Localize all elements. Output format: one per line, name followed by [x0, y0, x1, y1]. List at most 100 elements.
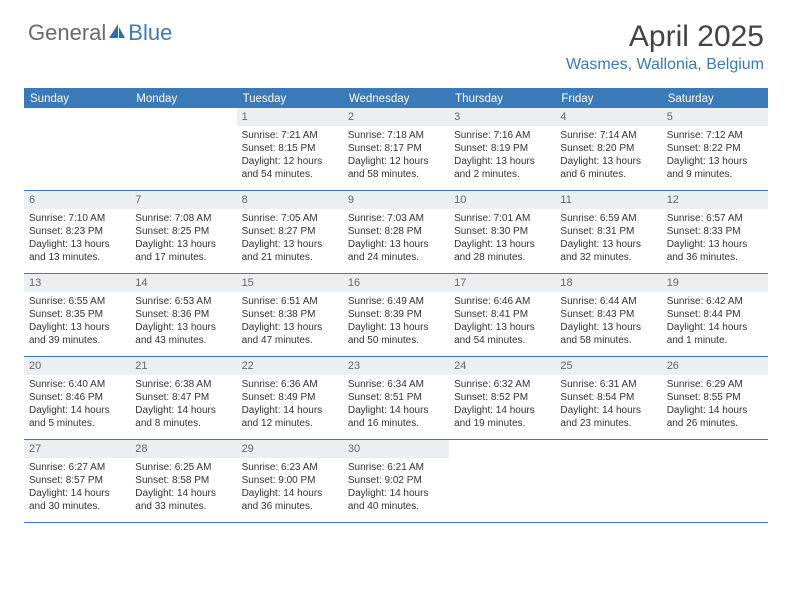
weekday-header: Wednesday [343, 90, 449, 108]
sunrise-line: Sunrise: 7:01 AM [454, 212, 550, 225]
day-body: Sunrise: 6:53 AMSunset: 8:36 PMDaylight:… [130, 292, 236, 351]
day-body: Sunrise: 6:21 AMSunset: 9:02 PMDaylight:… [343, 458, 449, 517]
sunset-line: Sunset: 8:31 PM [560, 225, 656, 238]
day-cell: 10Sunrise: 7:01 AMSunset: 8:30 PMDayligh… [449, 191, 555, 273]
sunset-line: Sunset: 9:02 PM [348, 474, 444, 487]
sunrise-line: Sunrise: 6:38 AM [135, 378, 231, 391]
logo-sail-icon [107, 20, 127, 46]
sunset-line: Sunset: 8:43 PM [560, 308, 656, 321]
daylight-line: Daylight: 13 hours and 47 minutes. [242, 321, 338, 347]
sunrise-line: Sunrise: 6:44 AM [560, 295, 656, 308]
title-block: April 2025 Wasmes, Wallonia, Belgium [566, 20, 764, 74]
day-number: 12 [662, 191, 768, 209]
day-body: Sunrise: 7:18 AMSunset: 8:17 PMDaylight:… [343, 126, 449, 185]
daylight-line: Daylight: 14 hours and 33 minutes. [135, 487, 231, 513]
day-cell: 1Sunrise: 7:21 AMSunset: 8:15 PMDaylight… [237, 108, 343, 190]
day-number: 23 [343, 357, 449, 375]
day-number: 24 [449, 357, 555, 375]
day-number: 27 [24, 440, 130, 458]
day-cell: 7Sunrise: 7:08 AMSunset: 8:25 PMDaylight… [130, 191, 236, 273]
sunrise-line: Sunrise: 7:18 AM [348, 129, 444, 142]
day-cell: 13Sunrise: 6:55 AMSunset: 8:35 PMDayligh… [24, 274, 130, 356]
day-number: 19 [662, 274, 768, 292]
day-cell-empty [24, 108, 130, 190]
weekday-header: Saturday [662, 90, 768, 108]
weekday-header: Tuesday [237, 90, 343, 108]
day-body: Sunrise: 7:08 AMSunset: 8:25 PMDaylight:… [130, 209, 236, 268]
day-body: Sunrise: 6:49 AMSunset: 8:39 PMDaylight:… [343, 292, 449, 351]
day-cell: 29Sunrise: 6:23 AMSunset: 9:00 PMDayligh… [237, 440, 343, 522]
day-body: Sunrise: 6:36 AMSunset: 8:49 PMDaylight:… [237, 375, 343, 434]
sunrise-line: Sunrise: 6:21 AM [348, 461, 444, 474]
sunset-line: Sunset: 8:39 PM [348, 308, 444, 321]
sunrise-line: Sunrise: 6:59 AM [560, 212, 656, 225]
sunrise-line: Sunrise: 7:12 AM [667, 129, 763, 142]
sunrise-line: Sunrise: 6:25 AM [135, 461, 231, 474]
sunset-line: Sunset: 8:51 PM [348, 391, 444, 404]
daylight-line: Daylight: 14 hours and 16 minutes. [348, 404, 444, 430]
daylight-line: Daylight: 13 hours and 36 minutes. [667, 238, 763, 264]
day-number: 18 [555, 274, 661, 292]
sunset-line: Sunset: 8:41 PM [454, 308, 550, 321]
daylight-line: Daylight: 13 hours and 50 minutes. [348, 321, 444, 347]
day-number: 28 [130, 440, 236, 458]
sunrise-line: Sunrise: 6:40 AM [29, 378, 125, 391]
day-number: 17 [449, 274, 555, 292]
day-body: Sunrise: 7:01 AMSunset: 8:30 PMDaylight:… [449, 209, 555, 268]
day-number: 13 [24, 274, 130, 292]
sunrise-line: Sunrise: 6:53 AM [135, 295, 231, 308]
daylight-line: Daylight: 13 hours and 54 minutes. [454, 321, 550, 347]
day-cell: 8Sunrise: 7:05 AMSunset: 8:27 PMDaylight… [237, 191, 343, 273]
sunset-line: Sunset: 9:00 PM [242, 474, 338, 487]
sunrise-line: Sunrise: 6:23 AM [242, 461, 338, 474]
sunset-line: Sunset: 8:44 PM [667, 308, 763, 321]
sunrise-line: Sunrise: 7:05 AM [242, 212, 338, 225]
sunset-line: Sunset: 8:49 PM [242, 391, 338, 404]
sunrise-line: Sunrise: 6:49 AM [348, 295, 444, 308]
daylight-line: Daylight: 13 hours and 2 minutes. [454, 155, 550, 181]
week-row: 1Sunrise: 7:21 AMSunset: 8:15 PMDaylight… [24, 108, 768, 191]
day-cell: 21Sunrise: 6:38 AMSunset: 8:47 PMDayligh… [130, 357, 236, 439]
day-number: 29 [237, 440, 343, 458]
day-number: 21 [130, 357, 236, 375]
sunrise-line: Sunrise: 7:16 AM [454, 129, 550, 142]
day-body: Sunrise: 6:25 AMSunset: 8:58 PMDaylight:… [130, 458, 236, 517]
day-body: Sunrise: 6:57 AMSunset: 8:33 PMDaylight:… [662, 209, 768, 268]
daylight-line: Daylight: 14 hours and 26 minutes. [667, 404, 763, 430]
sunset-line: Sunset: 8:57 PM [29, 474, 125, 487]
day-cell: 14Sunrise: 6:53 AMSunset: 8:36 PMDayligh… [130, 274, 236, 356]
daylight-line: Daylight: 14 hours and 12 minutes. [242, 404, 338, 430]
day-number: 11 [555, 191, 661, 209]
sunset-line: Sunset: 8:15 PM [242, 142, 338, 155]
daylight-line: Daylight: 13 hours and 28 minutes. [454, 238, 550, 264]
day-cell: 17Sunrise: 6:46 AMSunset: 8:41 PMDayligh… [449, 274, 555, 356]
sunrise-line: Sunrise: 6:34 AM [348, 378, 444, 391]
day-body: Sunrise: 6:29 AMSunset: 8:55 PMDaylight:… [662, 375, 768, 434]
day-body: Sunrise: 7:12 AMSunset: 8:22 PMDaylight:… [662, 126, 768, 185]
day-cell: 27Sunrise: 6:27 AMSunset: 8:57 PMDayligh… [24, 440, 130, 522]
day-body: Sunrise: 6:46 AMSunset: 8:41 PMDaylight:… [449, 292, 555, 351]
daylight-line: Daylight: 14 hours and 5 minutes. [29, 404, 125, 430]
sunrise-line: Sunrise: 6:32 AM [454, 378, 550, 391]
sunset-line: Sunset: 8:52 PM [454, 391, 550, 404]
sunrise-line: Sunrise: 6:27 AM [29, 461, 125, 474]
logo: General Blue [28, 20, 172, 46]
sunrise-line: Sunrise: 7:10 AM [29, 212, 125, 225]
day-number: 16 [343, 274, 449, 292]
daylight-line: Daylight: 13 hours and 58 minutes. [560, 321, 656, 347]
sunset-line: Sunset: 8:30 PM [454, 225, 550, 238]
day-body: Sunrise: 7:16 AMSunset: 8:19 PMDaylight:… [449, 126, 555, 185]
week-row: 20Sunrise: 6:40 AMSunset: 8:46 PMDayligh… [24, 357, 768, 440]
day-cell: 24Sunrise: 6:32 AMSunset: 8:52 PMDayligh… [449, 357, 555, 439]
logo-text-general: General [28, 20, 106, 46]
day-number: 30 [343, 440, 449, 458]
sunset-line: Sunset: 8:25 PM [135, 225, 231, 238]
sunrise-line: Sunrise: 7:03 AM [348, 212, 444, 225]
sunset-line: Sunset: 8:46 PM [29, 391, 125, 404]
day-number: 8 [237, 191, 343, 209]
day-cell: 3Sunrise: 7:16 AMSunset: 8:19 PMDaylight… [449, 108, 555, 190]
day-body: Sunrise: 6:51 AMSunset: 8:38 PMDaylight:… [237, 292, 343, 351]
sunset-line: Sunset: 8:27 PM [242, 225, 338, 238]
day-body: Sunrise: 6:23 AMSunset: 9:00 PMDaylight:… [237, 458, 343, 517]
day-cell-empty [130, 108, 236, 190]
